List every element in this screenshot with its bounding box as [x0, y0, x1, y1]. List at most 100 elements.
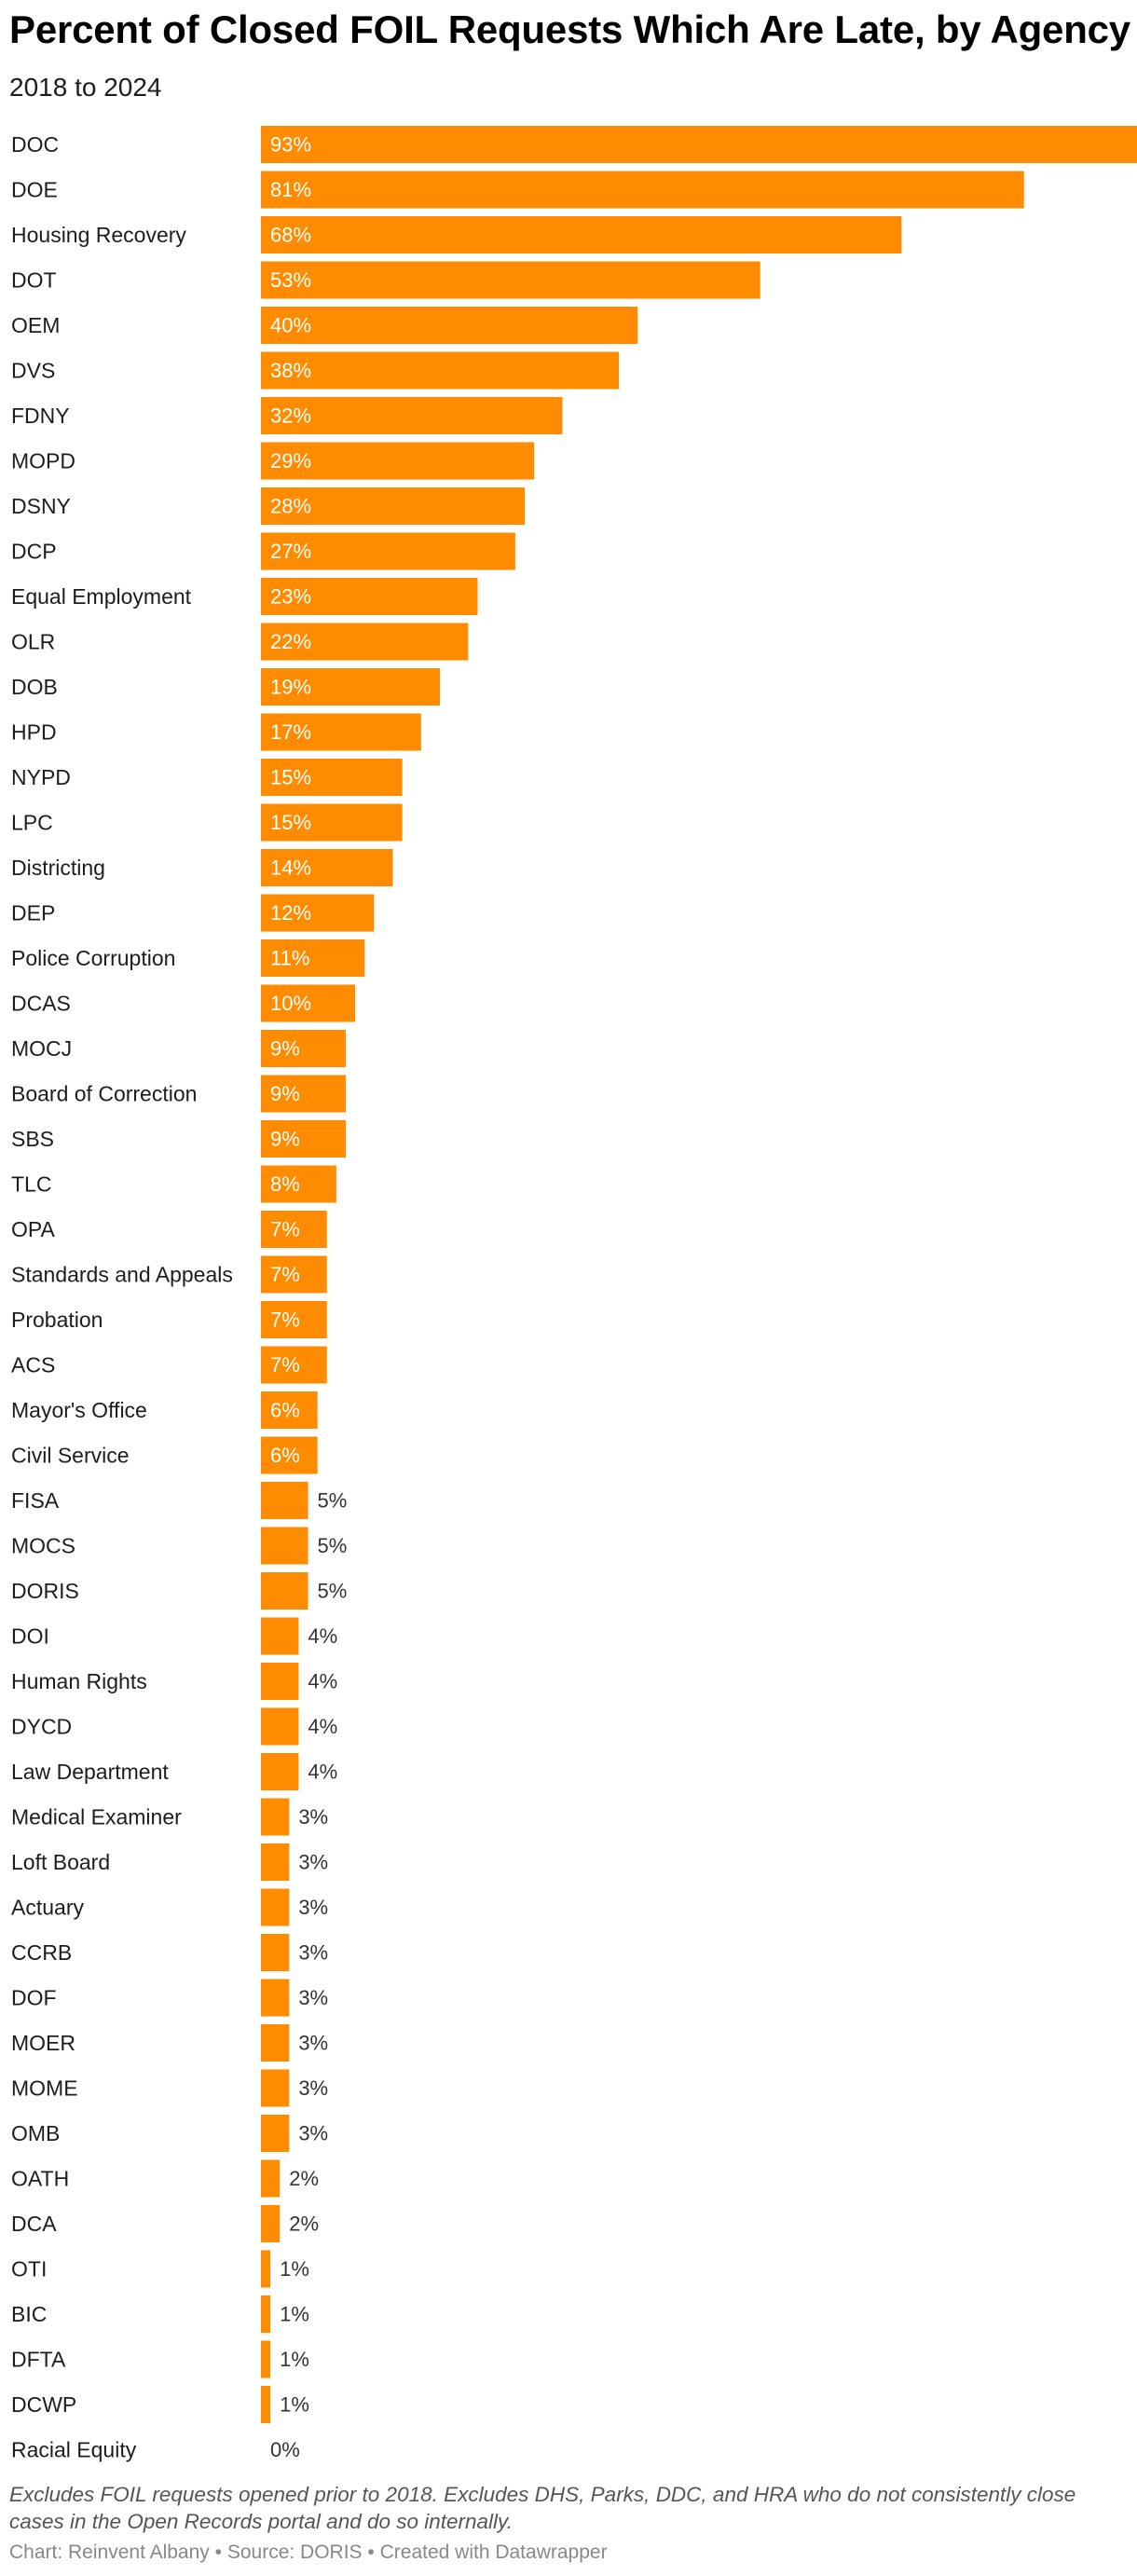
category-label: MOCJ — [11, 1036, 72, 1061]
bar — [261, 532, 515, 570]
value-label: 27% — [270, 540, 311, 563]
category-label: NYPD — [11, 765, 71, 789]
category-label: DOB — [11, 675, 58, 699]
category-label: OLR — [11, 630, 55, 654]
category-label: Mayor's Office — [11, 1398, 147, 1422]
category-label: OEM — [11, 313, 60, 337]
value-label: 15% — [270, 766, 311, 789]
value-label: 3% — [298, 1805, 328, 1829]
category-label: MOME — [11, 2076, 78, 2101]
bar — [261, 1301, 327, 1338]
value-label: 4% — [308, 1624, 337, 1648]
bar-chart: DOC 93% DOE 81% Housing Recovery 68% DOT 53% OEM… — [11, 126, 1137, 2462]
bar — [261, 216, 902, 253]
value-label: 4% — [308, 1715, 337, 1738]
bar — [261, 2024, 290, 2062]
value-label: 81% — [270, 178, 311, 201]
bar — [261, 1888, 290, 1926]
category-label: DFTA — [11, 2348, 66, 2372]
category-label: TLC — [11, 1172, 51, 1197]
bar — [261, 713, 421, 751]
value-label: 3% — [298, 2076, 328, 2100]
bar — [261, 171, 1024, 209]
value-label: 1% — [280, 2393, 309, 2417]
category-label: DOE — [11, 178, 58, 202]
bar — [261, 668, 441, 706]
value-label: 29% — [270, 449, 311, 473]
bar — [261, 2069, 290, 2107]
category-label: DCWP — [11, 2392, 76, 2417]
bar — [261, 1617, 299, 1655]
category-label: CCRB — [11, 1940, 72, 1965]
value-label: 8% — [270, 1172, 300, 1196]
bar — [261, 894, 375, 932]
value-label: 3% — [298, 1851, 328, 1874]
category-label: OMB — [11, 2121, 60, 2145]
value-label: 12% — [270, 901, 311, 925]
value-label: 1% — [280, 2257, 309, 2281]
value-label: 7% — [270, 1218, 300, 1241]
bar — [261, 1436, 318, 1474]
category-label: Civil Service — [11, 1444, 130, 1468]
category-label: DVS — [11, 359, 55, 383]
value-label: 2% — [289, 2213, 319, 2236]
bar — [261, 1527, 308, 1565]
category-label: FISA — [11, 1488, 60, 1513]
bar — [261, 1934, 290, 1971]
category-label: Actuary — [11, 1896, 84, 1920]
bar — [261, 1391, 318, 1429]
value-label: 10% — [270, 992, 311, 1015]
category-label: DCP — [11, 540, 57, 564]
category-label: Districting — [11, 856, 105, 880]
value-label: 9% — [270, 1082, 300, 1105]
bar — [261, 2159, 281, 2198]
category-label: Law Department — [11, 1760, 169, 1784]
value-label: 2% — [289, 2167, 319, 2190]
value-label: 93% — [270, 133, 311, 157]
bar — [261, 1211, 327, 1248]
value-label: 22% — [270, 630, 311, 653]
value-label: 53% — [270, 268, 311, 292]
category-label: DOT — [11, 268, 57, 293]
bar — [261, 351, 620, 390]
category-label: MOPD — [11, 449, 75, 473]
category-label: Probation — [11, 1308, 103, 1332]
value-label: 14% — [270, 856, 311, 880]
value-label: 3% — [298, 1941, 328, 1965]
chart-title: Percent of Closed FOIL Requests Which Ar… — [9, 7, 1130, 51]
chart-notes: Excludes FOIL requests opened prior to 2… — [9, 2483, 1076, 2533]
bar — [261, 1482, 308, 1519]
value-label: 5% — [318, 1489, 348, 1513]
value-label: 6% — [270, 1444, 300, 1467]
bar — [261, 2205, 281, 2242]
bar — [261, 1165, 336, 1203]
value-label: 3% — [298, 2032, 328, 2055]
bar — [261, 1663, 299, 1700]
chart-footer: Chart: Reinvent Albany • Source: DORIS •… — [9, 2542, 608, 2564]
category-label: DEP — [11, 901, 55, 925]
value-label: 3% — [298, 1986, 328, 2009]
chart-subtitle: 2018 to 2024 — [9, 73, 162, 102]
value-label: 3% — [298, 2122, 328, 2145]
category-label: DCA — [11, 2212, 57, 2236]
category-label: Board of Correction — [11, 1082, 197, 1106]
value-label: 7% — [270, 1353, 300, 1377]
category-label: Medical Examiner — [11, 1805, 182, 1829]
category-label: Racial Equity — [11, 2438, 137, 2462]
value-label: 17% — [270, 720, 311, 744]
bar — [261, 984, 356, 1022]
value-label: 1% — [280, 2303, 309, 2326]
bar — [261, 307, 638, 344]
value-label: 7% — [270, 1263, 300, 1286]
bar — [261, 397, 563, 434]
category-label: Equal Employment — [11, 584, 192, 609]
value-label: 28% — [270, 495, 311, 518]
value-label: 9% — [270, 1037, 300, 1061]
category-label: SBS — [11, 1127, 54, 1151]
chart-credit: Chart: Reinvent Albany — [9, 2542, 210, 2563]
bar — [261, 2250, 271, 2288]
bar — [261, 1255, 327, 1294]
value-label: 1% — [280, 2348, 309, 2371]
footer-separator: • — [367, 2542, 375, 2563]
category-label: DCAS — [11, 992, 71, 1016]
